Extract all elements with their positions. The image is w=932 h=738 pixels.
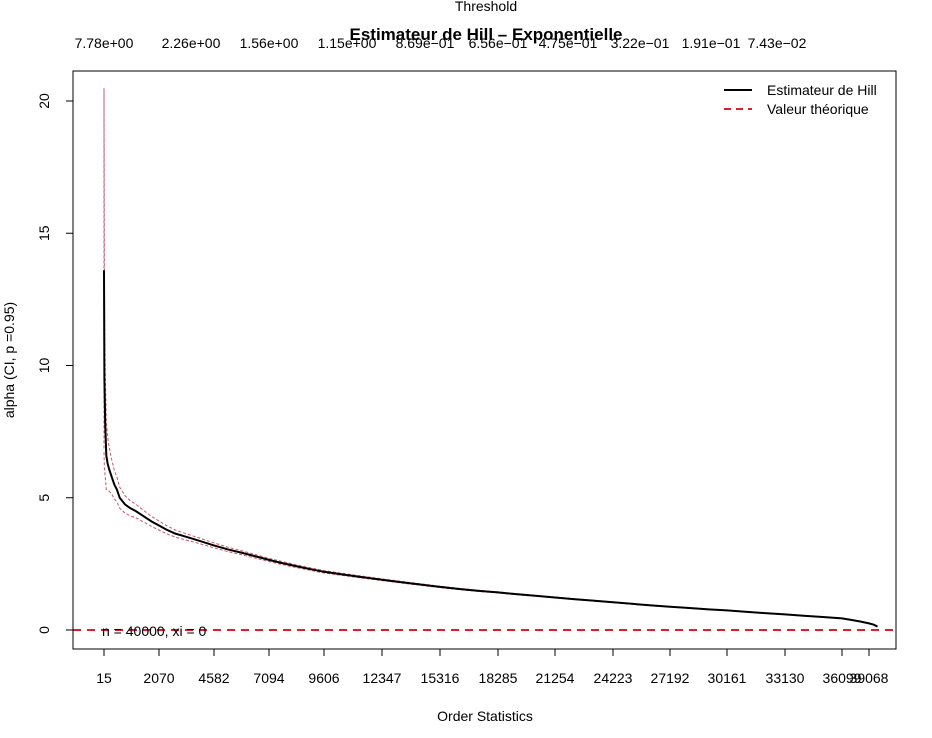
sample-annotation: n = 40000, xi = 0: [102, 623, 207, 639]
legend: Estimateur de Hill Valeur théorique: [724, 82, 877, 117]
threshold-tick-label: 2.26e+00: [162, 35, 221, 51]
x-tick-label: 36099: [823, 670, 862, 686]
x-axis-title: Order Statistics: [437, 708, 533, 724]
x-tick-label: 33130: [766, 670, 805, 686]
series-layer: [103, 270, 878, 628]
x-tick-label: 27192: [651, 670, 690, 686]
ci-lower-line: [103, 452, 878, 628]
threshold-tick-label: 4.75e−01: [539, 35, 598, 51]
x-tick-label: 4582: [198, 670, 229, 686]
y-tick-label: 0: [36, 626, 52, 634]
threshold-tick-label: 1.91e−01: [682, 35, 741, 51]
x-tick-label: 21254: [536, 670, 575, 686]
hill-estimator-line: [103, 270, 878, 628]
y-tick-label: 10: [36, 358, 52, 374]
plot-frame: [72, 70, 897, 650]
x-tick-label: 12347: [363, 670, 402, 686]
y-tick-label: 5: [36, 494, 52, 502]
chart-title: Estimateur de Hill – Exponentielle: [349, 25, 622, 44]
x-tick-label: 9606: [308, 670, 339, 686]
legend-label-theory: Valeur théorique: [767, 101, 869, 117]
ci-upper-line: [103, 88, 878, 627]
threshold-tick-label: 7.43e−02: [748, 35, 807, 51]
confidence-band: [103, 88, 878, 628]
threshold-tick-label: 1.15e+00: [318, 35, 377, 51]
threshold-tick-label: 1.56e+00: [240, 35, 299, 51]
x-tick-label: 15: [96, 670, 112, 686]
x-tick-label: 7094: [253, 670, 284, 686]
x-tick-label: 15316: [421, 670, 460, 686]
threshold-tick-label: 7.78e+00: [75, 35, 134, 51]
threshold-axis: 7.78e+00 2.26e+00 1.56e+00 1.15e+00 8.69e−01…: [75, 35, 807, 51]
x-tick-label: 24223: [594, 670, 633, 686]
y-axis: 0 5 10 15 20: [36, 93, 74, 634]
threshold-tick-label: 3.22e−01: [611, 35, 670, 51]
x-tick-label: 18285: [479, 670, 518, 686]
threshold-tick-label: 6.56e−01: [469, 35, 528, 51]
y-axis-title: alpha (CI, p =0.95): [1, 302, 17, 418]
x-tick-label: 39068: [850, 670, 889, 686]
y-tick-label: 15: [36, 225, 52, 241]
x-tick-label: 2070: [143, 670, 174, 686]
legend-label-hill: Estimateur de Hill: [767, 82, 877, 98]
top-axis-title: Threshold: [455, 0, 517, 14]
threshold-tick-label: 8.69e−01: [396, 35, 455, 51]
y-tick-label: 20: [36, 93, 52, 109]
x-tick-label: 30161: [708, 670, 747, 686]
x-axis: 15 2070 4582 7094 9606 12347 15316 18285 21254 24…: [96, 648, 889, 686]
